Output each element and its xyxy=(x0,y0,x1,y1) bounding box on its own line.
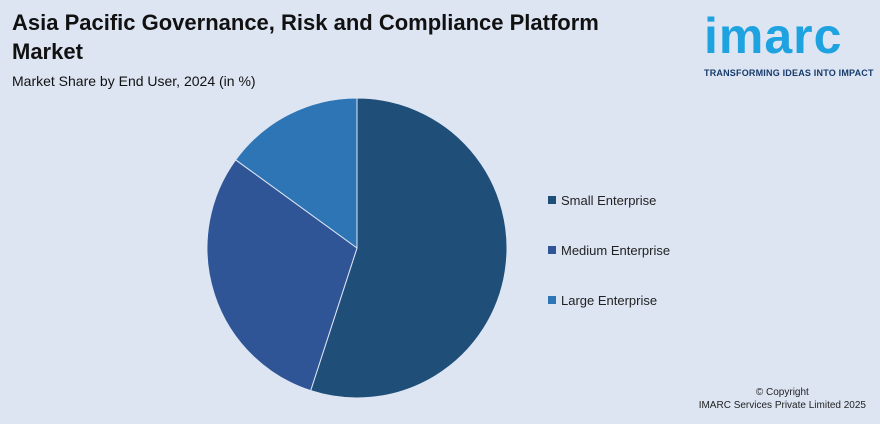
legend-label: Medium Enterprise xyxy=(561,242,671,258)
pie-slice-large-enterprise xyxy=(234,97,358,249)
legend-swatch xyxy=(548,246,556,254)
copyright-notice: © Copyright IMARC Services Private Limit… xyxy=(699,386,866,412)
legend-swatch xyxy=(548,296,556,304)
legend-swatch xyxy=(548,196,556,204)
legend-label: Small Enterprise xyxy=(561,192,657,208)
legend-item-small-enterprise: Small Enterprise xyxy=(548,190,670,210)
chart-title: Asia Pacific Governance, Risk and Compli… xyxy=(12,10,599,64)
pie-slice-medium-enterprise xyxy=(206,159,358,392)
legend-label: Large Enterprise xyxy=(561,292,658,308)
legend-item-medium-enterprise: Medium Enterprise xyxy=(548,240,670,260)
logo-wordmark: imarc xyxy=(704,8,843,64)
chart-subtitle: Market Share by End User, 2024 (in %) xyxy=(12,73,256,89)
copyright-owner: IMARC Services Private Limited 2025 xyxy=(698,400,866,411)
pie-slice-small-enterprise xyxy=(310,97,508,399)
legend-item-large-enterprise: Large Enterprise xyxy=(548,290,670,310)
logo-tagline: TRANSFORMING IDEAS INTO IMPACT xyxy=(704,68,874,78)
imarc-logo: imarc TRANSFORMING IDEAS INTO IMPACT xyxy=(700,6,874,84)
chart-legend: Small Enterprise Medium Enterprise Large… xyxy=(548,190,670,340)
copyright-line: © Copyright xyxy=(755,387,809,398)
